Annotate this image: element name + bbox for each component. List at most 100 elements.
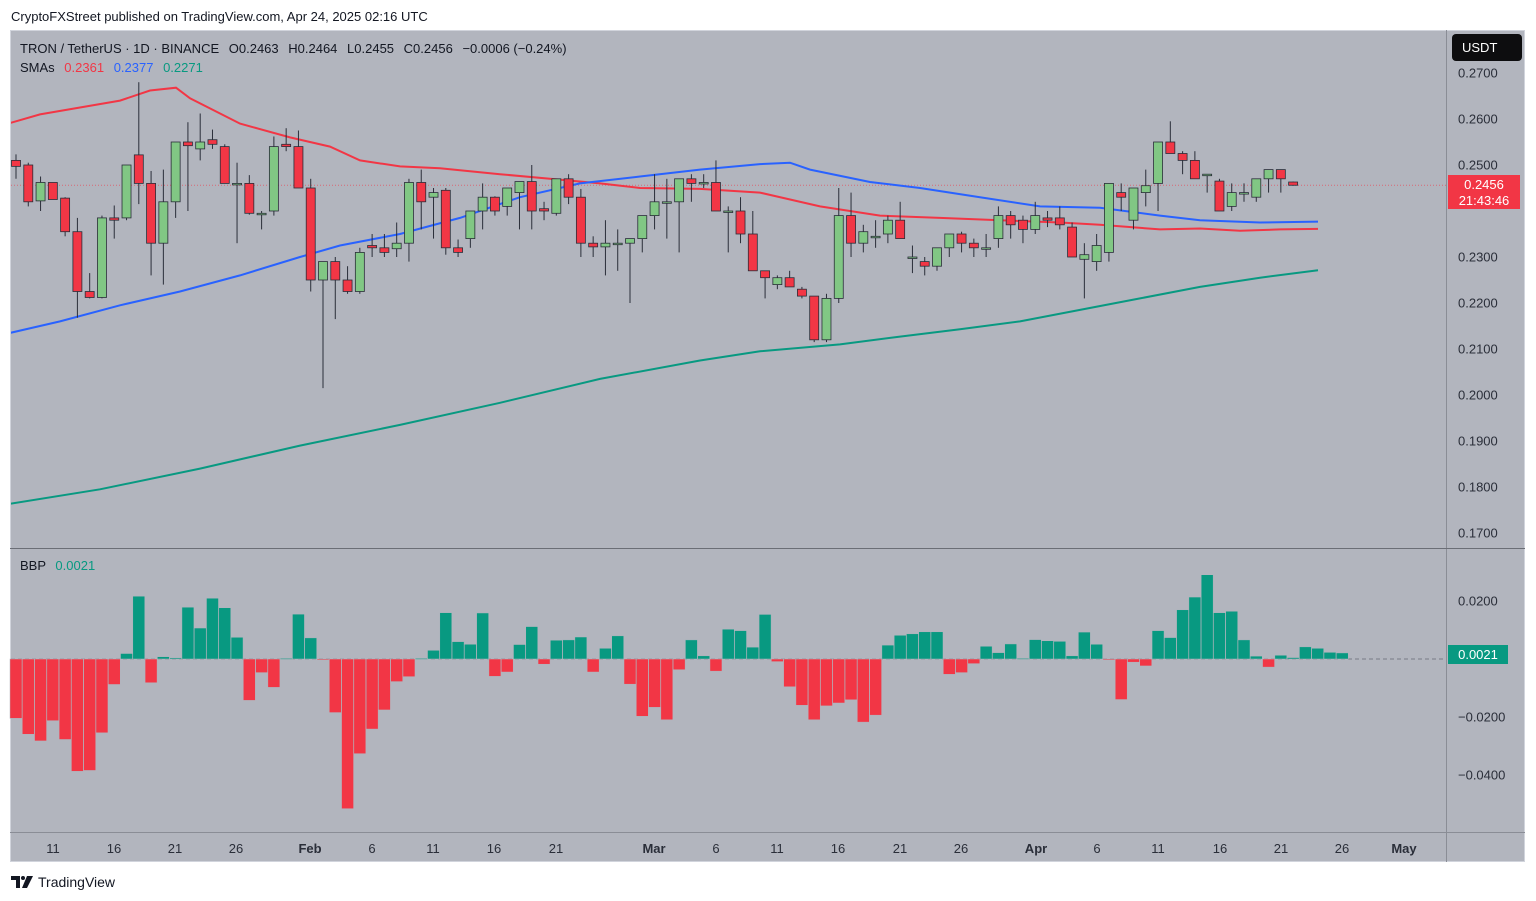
candle[interactable]	[809, 295, 820, 343]
candle[interactable]	[416, 169, 427, 230]
bbp-bar[interactable]	[107, 658, 121, 685]
candle[interactable]	[882, 215, 893, 244]
candle[interactable]	[121, 164, 132, 221]
candle[interactable]	[318, 261, 328, 389]
bbp-bar[interactable]	[83, 658, 96, 771]
bbp-bar[interactable]	[1200, 574, 1214, 660]
bbp-bar[interactable]	[255, 658, 268, 673]
bbp-bar[interactable]	[402, 658, 416, 677]
bbp-bar[interactable]	[1213, 612, 1226, 660]
candle[interactable]	[453, 239, 463, 257]
bbp-bar[interactable]	[279, 658, 293, 660]
bbp-bar[interactable]	[721, 628, 735, 660]
bbp-bar[interactable]	[120, 653, 133, 660]
bbp-bar[interactable]	[316, 658, 330, 661]
candle[interactable]	[1288, 181, 1299, 186]
bbp-bar[interactable]	[95, 658, 109, 734]
bbp-bar[interactable]	[807, 658, 821, 721]
candle[interactable]	[1067, 222, 1077, 258]
candle[interactable]	[833, 188, 844, 303]
bbp-bar[interactable]	[525, 626, 539, 660]
bbp-bar[interactable]	[1274, 654, 1288, 660]
candle[interactable]	[35, 176, 46, 212]
candle[interactable]	[821, 293, 832, 343]
bbp-bar[interactable]	[623, 658, 637, 685]
candle[interactable]	[146, 170, 156, 276]
candle[interactable]	[170, 141, 181, 218]
candle[interactable]	[1054, 206, 1065, 230]
candle[interactable]	[637, 215, 648, 253]
candle[interactable]	[293, 130, 304, 189]
bbp-bar[interactable]	[46, 658, 60, 721]
bbp-bar[interactable]	[1028, 639, 1042, 660]
candle[interactable]	[354, 247, 365, 294]
bbp-bar[interactable]	[550, 639, 563, 660]
bbp-bar[interactable]	[562, 639, 575, 660]
candle[interactable]	[183, 122, 193, 211]
candle[interactable]	[256, 211, 267, 230]
candle[interactable]	[1079, 243, 1090, 299]
bbp-bar[interactable]	[267, 658, 281, 688]
sma-green-line[interactable]	[0, 269, 1319, 505]
bbp-bar[interactable]	[476, 612, 489, 660]
bbp-bar[interactable]	[820, 658, 833, 707]
candle[interactable]	[1177, 151, 1188, 175]
bbp-bar[interactable]	[1250, 655, 1263, 660]
bbp-bar[interactable]	[685, 639, 698, 660]
bbp-bar[interactable]	[1335, 652, 1349, 660]
bbp-bar[interactable]	[451, 641, 465, 660]
candle[interactable]	[72, 217, 83, 318]
bbp-bar[interactable]	[488, 658, 502, 677]
candle[interactable]	[1128, 187, 1139, 230]
candle[interactable]	[1263, 169, 1274, 193]
candle[interactable]	[944, 233, 955, 257]
symbol-title[interactable]: TRON / TetherUS · 1D · BINANCE	[20, 41, 220, 56]
candle[interactable]	[711, 160, 721, 212]
candle[interactable]	[772, 275, 783, 290]
currency-button[interactable]: USDT	[1452, 34, 1522, 61]
bbp-bar[interactable]	[636, 658, 649, 717]
bbp-bar[interactable]	[1164, 637, 1177, 660]
bbp-bar[interactable]	[304, 637, 317, 660]
candle[interactable]	[490, 196, 500, 216]
tradingview-brand[interactable]: TradingView	[11, 874, 115, 890]
bbp-bar[interactable]	[1114, 658, 1128, 700]
bbp-bar[interactable]	[943, 658, 956, 675]
bbp-bar[interactable]	[857, 658, 870, 723]
bbp-bar[interactable]	[1188, 596, 1202, 660]
bbp-bar[interactable]	[771, 658, 784, 662]
bbp-bar[interactable]	[672, 658, 686, 670]
bbp-bar[interactable]	[513, 644, 526, 660]
candle[interactable]	[281, 128, 292, 152]
candle[interactable]	[932, 247, 942, 271]
candle[interactable]	[195, 113, 206, 161]
bbp-bar[interactable]	[341, 658, 354, 809]
candle[interactable]	[268, 136, 279, 216]
candle[interactable]	[305, 178, 316, 292]
candle[interactable]	[1116, 183, 1127, 211]
bbp-bar[interactable]	[832, 658, 846, 704]
candle[interactable]	[1140, 169, 1151, 207]
candle[interactable]	[47, 182, 58, 200]
candle[interactable]	[207, 129, 218, 149]
candle[interactable]	[1239, 183, 1249, 202]
candle[interactable]	[588, 236, 599, 257]
candle[interactable]	[760, 270, 770, 299]
candle[interactable]	[858, 224, 869, 253]
bbp-bar[interactable]	[9, 658, 23, 719]
bbp-bar[interactable]	[709, 658, 723, 672]
candle[interactable]	[575, 188, 586, 257]
candle[interactable]	[477, 183, 488, 230]
bbp-bar[interactable]	[34, 658, 47, 742]
candle[interactable]	[1226, 183, 1237, 211]
bbp-bar[interactable]	[132, 595, 146, 660]
bbp-bar[interactable]	[1311, 648, 1324, 660]
bbp-bar[interactable]	[918, 631, 931, 660]
candle[interactable]	[97, 215, 107, 299]
bbp-bar[interactable]	[22, 658, 35, 735]
candle[interactable]	[1018, 215, 1028, 244]
candle[interactable]	[379, 234, 390, 257]
bbp-bar[interactable]	[893, 635, 907, 660]
bbp-bar[interactable]	[697, 655, 710, 660]
bbp-bar[interactable]	[1323, 652, 1337, 660]
